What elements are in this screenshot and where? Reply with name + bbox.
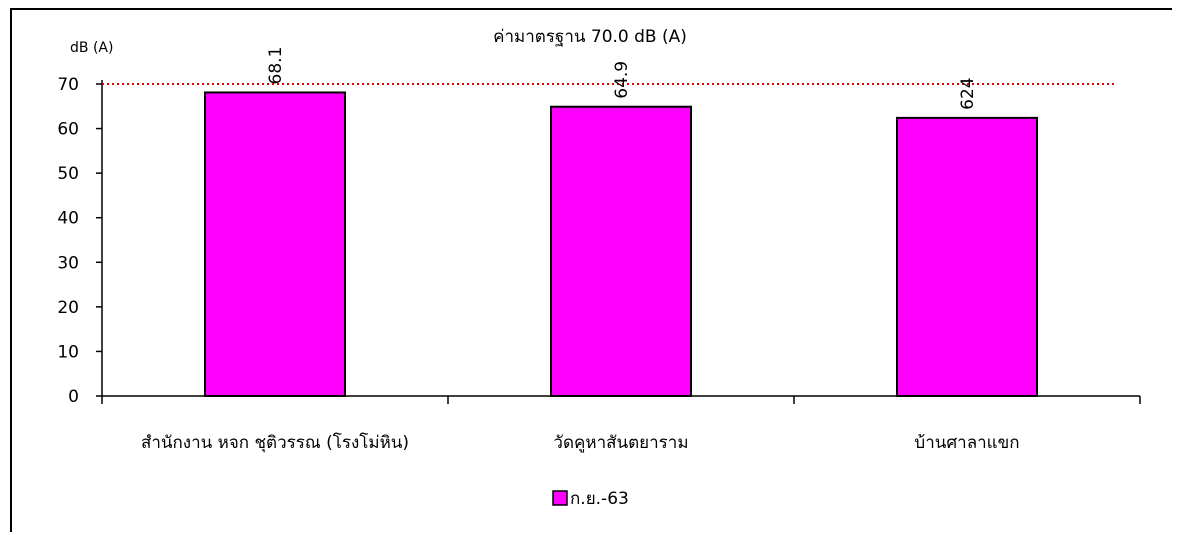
y-tick-label: 10	[57, 342, 79, 362]
y-tick-label: 50	[57, 164, 79, 184]
x-tick-label: วัดคูหาสันตยาราม	[553, 433, 688, 453]
reference-line-label: ค่ามาตรฐาน 70.0 dB (A)	[493, 27, 687, 47]
bar	[204, 91, 346, 398]
bar	[896, 116, 1038, 397]
data-label: 64.9	[612, 61, 632, 99]
legend: ก.ย.-63	[552, 489, 629, 509]
legend-label: ก.ย.-63	[570, 489, 629, 509]
y-tick-label: 30	[57, 253, 79, 273]
data-label: 68.1	[266, 47, 286, 85]
x-tick-label: บ้านศาลาแขก	[914, 433, 1019, 453]
x-tick-label: สำนักงาน หจก ชุติวรรณ (โรงโม่หิน)	[141, 432, 409, 453]
chart-frame	[10, 8, 1172, 532]
y-axis-label: dB (A)	[70, 40, 113, 56]
bars	[204, 91, 1038, 398]
y-tick-label: 20	[57, 298, 79, 318]
bar	[550, 105, 692, 398]
labels: สำนักงาน หจก ชุติวรรณ (โรงโม่หิน) วัดคูหา…	[141, 47, 1020, 453]
y-tick-label: 70	[57, 75, 79, 95]
y-tick-label: 40	[57, 209, 79, 229]
data-label: 624	[958, 77, 978, 109]
y-tick-label: 60	[57, 120, 79, 140]
y-tick-label: 0	[68, 387, 79, 407]
legend-swatch	[552, 490, 568, 506]
